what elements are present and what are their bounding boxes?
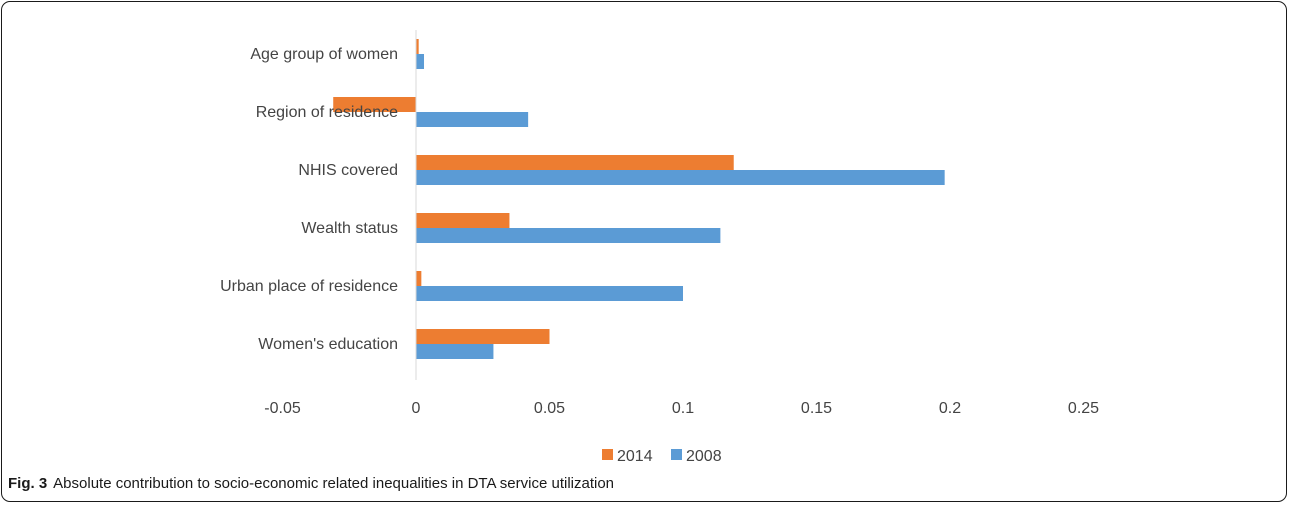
category-label-0: Age group of women <box>250 46 398 63</box>
category-label-3: Wealth status <box>301 220 398 237</box>
category-label-2: NHIS covered <box>298 162 398 179</box>
x-tick-label-1: 0 <box>412 400 421 417</box>
bar-2014-2 <box>416 155 734 170</box>
x-tick-label-3: 0.1 <box>672 400 694 417</box>
category-label-4: Urban place of residence <box>220 278 398 295</box>
x-tick-label-5: 0.2 <box>939 400 961 417</box>
bar-2008-1 <box>416 112 529 127</box>
bar-2008-5 <box>416 344 494 359</box>
x-tick-label-2: 0.05 <box>534 400 565 417</box>
bars-group <box>333 39 945 359</box>
bar-2008-2 <box>416 170 945 185</box>
category-labels: Age group of women Region of residence NHI… <box>220 46 398 353</box>
x-tick-label-0: -0.05 <box>264 400 301 417</box>
bar-2014-3 <box>416 213 510 228</box>
bar-2008-4 <box>416 286 683 301</box>
legend-swatch-2008 <box>671 449 682 460</box>
x-tick-label-4: 0.15 <box>801 400 832 417</box>
legend-label-2014: 2014 <box>617 448 653 465</box>
bar-2014-0 <box>416 39 419 54</box>
bar-2008-0 <box>416 54 425 69</box>
bar-2014-1 <box>333 97 416 112</box>
legend: 2014 2008 <box>602 448 722 465</box>
bar-2008-3 <box>416 228 721 243</box>
bar-chart: Age group of women Region of residence NHI… <box>220 30 1099 465</box>
legend-label-2008: 2008 <box>686 448 722 465</box>
bar-2014-5 <box>416 329 550 344</box>
caption-label: Fig. 3 <box>8 475 48 492</box>
figure-caption: Fig. 3 Absolute contribution to socio-eco… <box>8 475 614 492</box>
category-label-5: Women's education <box>258 336 398 353</box>
legend-swatch-2014 <box>602 449 613 460</box>
bar-2014-4 <box>416 271 422 286</box>
x-tick-label-6: 0.25 <box>1068 400 1099 417</box>
category-label-1: Region of residence <box>256 104 398 121</box>
caption-text: Absolute contribution to socio-economic … <box>53 475 615 492</box>
x-tick-labels: -0.05 0 0.05 0.1 0.15 0.2 0.25 <box>264 400 1099 417</box>
